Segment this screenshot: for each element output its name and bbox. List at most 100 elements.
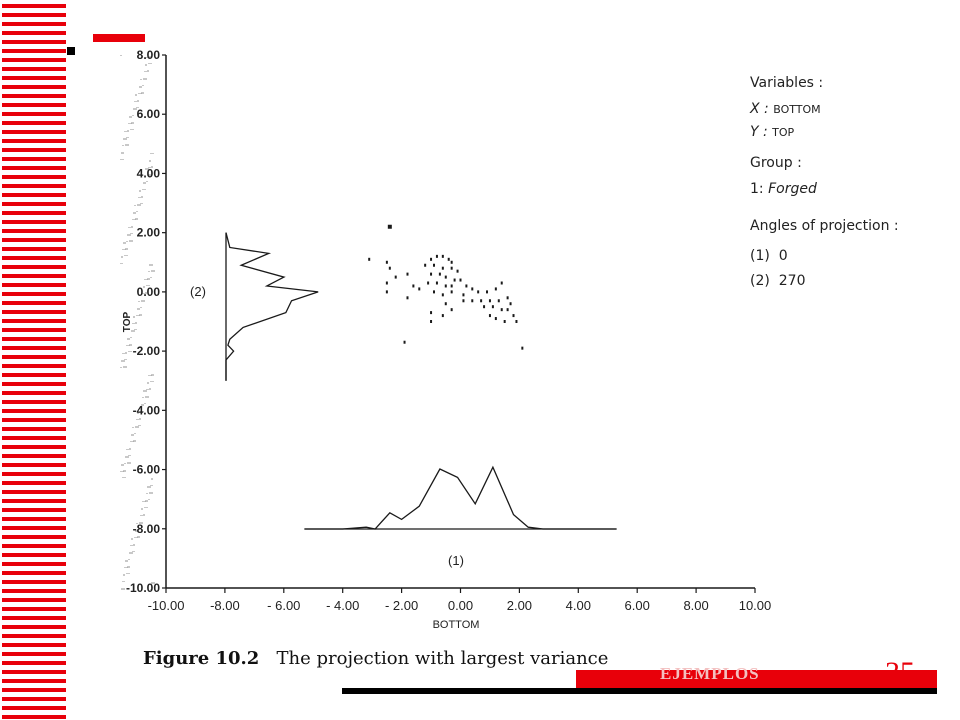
legend-x-row: X : BOTTOM bbox=[750, 101, 821, 117]
legend-variables-title: Variables : bbox=[750, 75, 824, 91]
data-point bbox=[430, 311, 433, 315]
data-point bbox=[488, 314, 491, 318]
data-point bbox=[450, 308, 453, 312]
y-tick-label: 6.00 bbox=[137, 107, 161, 121]
data-point bbox=[471, 299, 474, 303]
data-point bbox=[450, 260, 453, 264]
x-tick-label: -8.00 bbox=[210, 598, 240, 613]
footer-black-line bbox=[342, 688, 937, 694]
y-tick-label: 8.00 bbox=[137, 48, 161, 62]
projection-2-curve bbox=[225, 232, 319, 381]
legend-angle-1-num: (1) bbox=[750, 248, 770, 264]
y-axis-label: TOP bbox=[122, 311, 133, 332]
slide-number: 35 bbox=[885, 656, 915, 689]
marginal-projection-1 bbox=[304, 465, 617, 530]
data-point bbox=[483, 305, 486, 309]
data-point bbox=[471, 287, 474, 291]
data-point bbox=[465, 284, 468, 288]
data-point bbox=[394, 275, 397, 279]
data-point bbox=[406, 272, 409, 276]
bullet-icon bbox=[67, 47, 75, 55]
scan-texture bbox=[120, 55, 155, 590]
scatter-points bbox=[368, 224, 524, 350]
data-point bbox=[444, 302, 447, 306]
legend-x-value: BOTTOM bbox=[773, 103, 821, 116]
legend-angles-title: Angles of projection : bbox=[750, 218, 899, 234]
x-tick-label: - 4.00 bbox=[326, 598, 359, 613]
data-point bbox=[387, 224, 392, 229]
data-point bbox=[385, 290, 388, 294]
data-point bbox=[494, 287, 497, 291]
x-tick-label: 8.00 bbox=[683, 598, 708, 613]
data-point bbox=[435, 254, 438, 258]
legend-group-title: Group : bbox=[750, 155, 802, 171]
data-point bbox=[456, 269, 459, 273]
x-tick-label: 10.00 bbox=[739, 598, 772, 613]
data-point bbox=[388, 266, 391, 270]
data-point bbox=[462, 299, 465, 303]
figure-number: Figure 10.2 bbox=[143, 648, 260, 669]
data-point bbox=[512, 314, 515, 318]
legend-angle-1: (1) 0 bbox=[750, 248, 788, 264]
decorative-stripe-bar bbox=[2, 4, 66, 719]
marginal-projection-2 bbox=[225, 232, 319, 381]
x-tick-label: 6.00 bbox=[625, 598, 650, 613]
legend-angle-2-num: (2) bbox=[750, 273, 770, 289]
legend-x-key: X : bbox=[750, 101, 769, 117]
legend-angle-2-value: 270 bbox=[778, 273, 806, 289]
legend-group-value: Forged bbox=[768, 181, 817, 197]
x-tick-label: -10.00 bbox=[148, 598, 185, 613]
data-point bbox=[488, 299, 491, 303]
y-tick-label: 0.00 bbox=[137, 285, 161, 299]
data-point bbox=[453, 278, 456, 282]
data-point bbox=[515, 320, 518, 323]
data-point bbox=[477, 290, 480, 294]
data-point bbox=[444, 284, 447, 288]
data-point bbox=[432, 263, 435, 267]
data-point bbox=[430, 320, 433, 323]
title-accent-bar bbox=[93, 34, 145, 42]
y-tick-label: 4.00 bbox=[137, 166, 161, 180]
y-tick-label: -10.00 bbox=[126, 581, 160, 595]
data-point bbox=[509, 302, 512, 306]
projection-1-curve bbox=[304, 465, 617, 530]
legend-angle-2: (2) 270 bbox=[750, 273, 805, 289]
x-tick-label: 2.00 bbox=[507, 598, 532, 613]
legend-y-value: TOP bbox=[772, 126, 795, 139]
data-point bbox=[480, 299, 483, 303]
x-tick-label: - 2.00 bbox=[385, 598, 418, 613]
y-tick-label: -8.00 bbox=[133, 522, 161, 536]
data-point bbox=[444, 275, 447, 279]
data-point bbox=[462, 293, 465, 297]
legend-group-num: 1: bbox=[750, 181, 764, 197]
x-tick-label: - 6.00 bbox=[267, 598, 300, 613]
data-point bbox=[418, 287, 421, 291]
data-point bbox=[368, 257, 371, 261]
data-point bbox=[430, 257, 433, 261]
data-point bbox=[521, 346, 524, 350]
data-point bbox=[503, 320, 506, 323]
data-point bbox=[430, 272, 433, 276]
data-point bbox=[459, 278, 462, 282]
data-point bbox=[494, 317, 497, 321]
legend-group-row: 1: Forged bbox=[750, 181, 817, 197]
data-point bbox=[441, 314, 444, 318]
data-point bbox=[506, 296, 509, 300]
data-point bbox=[450, 284, 453, 288]
data-point bbox=[500, 281, 503, 285]
data-point bbox=[500, 308, 503, 312]
projection-1-label: (1) bbox=[448, 553, 464, 568]
data-point bbox=[432, 290, 435, 294]
data-point bbox=[441, 266, 444, 270]
data-point bbox=[412, 284, 415, 288]
data-point bbox=[435, 281, 438, 285]
data-point bbox=[450, 266, 453, 270]
figure-caption-text: The projection with largest variance bbox=[276, 648, 609, 669]
data-point bbox=[447, 257, 450, 261]
data-point bbox=[385, 260, 388, 264]
data-point bbox=[486, 290, 489, 294]
data-point bbox=[385, 281, 388, 285]
data-point bbox=[506, 308, 509, 312]
data-point bbox=[403, 340, 406, 344]
